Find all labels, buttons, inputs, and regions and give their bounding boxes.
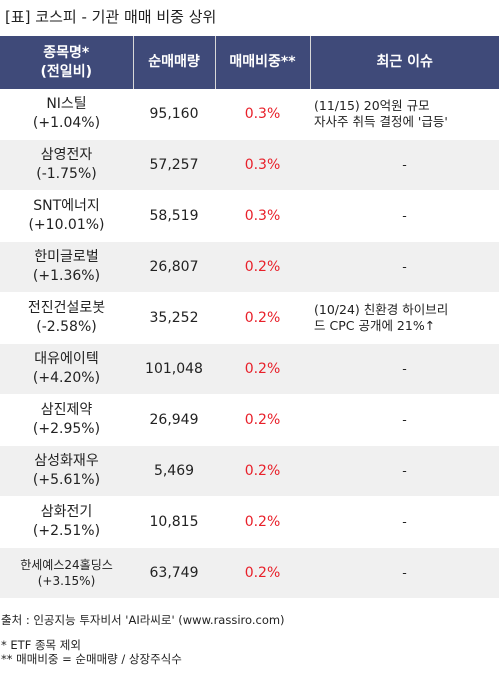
net-volume: 95,160 [133,89,215,140]
trade-ratio: 0.2% [215,445,310,497]
stock-cell: NI스틸 (+1.04%) [0,89,133,140]
trade-ratio: 0.2% [215,496,310,548]
net-volume: 57,257 [133,139,215,191]
stock-cell: 한세예스24홀딩스 (+3.15%) [0,547,133,599]
recent-issue: (11/15) 20억원 규모 자사주 취득 결정에 '급등' [310,89,499,140]
stock-name: 삼진제약 [40,402,93,418]
net-volume: 58,519 [133,190,215,242]
stock-name: 삼화전기 [40,504,93,520]
trade-ratio: 0.2% [215,394,310,446]
table-row: 삼진제약 (+2.95%) 26,949 0.2% - [0,394,499,446]
stock-name: NI스틸 [46,96,87,112]
stock-change: (-1.75%) [36,166,97,182]
issue-line: 드 CPC 공개에 21%↑ [314,318,436,333]
stock-cell: SNT에너지 (+10.01%) [0,190,133,242]
table-row: 전진건설로봇 (-2.58%) 35,252 0.2% (10/24) 친환경 … [0,292,499,344]
stock-cell: 전진건설로봇 (-2.58%) [0,292,133,344]
stock-change: (+3.15%) [37,574,96,588]
issue-line: (10/24) 친환경 하이브리 [314,302,449,317]
header-stock-name: 종목명* (전일비) [0,36,133,89]
stock-name: 대유에이텍 [34,351,99,367]
recent-issue: (10/24) 친환경 하이브리 드 CPC 공개에 21%↑ [310,292,499,344]
recent-issue: - [310,496,499,548]
header-trade-ratio: 매매비중** [214,36,310,89]
trade-ratio: 0.3% [215,89,310,140]
etf-footnote: * ETF 종목 제외 [1,638,81,652]
ratio-footnote: ** 매매비중 = 순매매량 / 상장주식수 [1,652,182,666]
source-note: 출처 : 인공지능 투자비서 'AI라씨로' (www.rassiro.com) [1,613,285,627]
stock-change: (+2.95%) [32,421,101,437]
net-volume: 101,048 [133,343,215,395]
stock-cell: 삼화전기 (+2.51%) [0,496,133,548]
table-title: [표] 코스피 - 기관 매매 비중 상위 [5,8,217,26]
recent-issue: - [310,394,499,446]
stock-name: SNT에너지 [33,198,100,214]
stock-name: 한세예스24홀딩스 [20,558,113,572]
trade-ratio: 0.2% [215,547,310,599]
recent-issue: - [310,139,499,191]
net-volume: 10,815 [133,496,215,548]
net-volume: 35,252 [133,292,215,344]
recent-issue: - [310,190,499,242]
trade-ratio: 0.3% [215,139,310,191]
net-volume: 26,807 [133,241,215,293]
institution-trading-table: 종목명* (전일비) 순매매량 매매비중** 최근 이슈 NI스틸 (+1.04… [0,36,499,599]
net-volume: 63,749 [133,547,215,599]
table-row: 삼영전자 (-1.75%) 57,257 0.3% - [0,139,499,191]
issue-line: 자사주 취득 결정에 '급등' [314,114,448,129]
trade-ratio: 0.2% [215,292,310,344]
recent-issue: - [310,343,499,395]
header-recent-issue: 최근 이슈 [309,36,499,89]
stock-cell: 삼진제약 (+2.95%) [0,394,133,446]
stock-cell: 대유에이텍 (+4.20%) [0,343,133,395]
stock-name: 삼성화재우 [34,453,99,469]
issue-line: (11/15) 20억원 규모 [314,98,430,113]
table-row: 대유에이텍 (+4.20%) 101,048 0.2% - [0,343,499,395]
stock-name: 한미글로벌 [34,249,99,265]
stock-change: (+5.61%) [32,472,101,488]
trade-ratio: 0.3% [215,190,310,242]
stock-name: 전진건설로봇 [27,300,106,316]
stock-cell: 삼영전자 (-1.75%) [0,139,133,191]
stock-change: (+10.01%) [28,217,105,233]
stock-change: (+4.20%) [32,370,101,386]
stock-change: (-2.58%) [36,319,97,335]
header-row: 종목명* (전일비) 순매매량 매매비중** 최근 이슈 [0,36,499,89]
stock-name: 삼영전자 [40,147,93,163]
table-row: 한세예스24홀딩스 (+3.15%) 63,749 0.2% - [0,547,499,599]
header-stock-name-line2: (전일비) [40,63,92,80]
header-stock-name-line1: 종목명* [43,44,90,61]
net-volume: 5,469 [133,445,215,497]
stock-cell: 삼성화재우 (+5.61%) [0,445,133,497]
stock-change: (+1.36%) [32,268,101,284]
table-row: SNT에너지 (+10.01%) 58,519 0.3% - [0,190,499,242]
recent-issue: - [310,547,499,599]
recent-issue: - [310,241,499,293]
net-volume: 26,949 [133,394,215,446]
stock-change: (+2.51%) [32,523,101,539]
table-row: 삼성화재우 (+5.61%) 5,469 0.2% - [0,445,499,497]
header-net-volume: 순매매량 [132,36,215,89]
recent-issue: - [310,445,499,497]
stock-change: (+1.04%) [32,115,101,131]
table-row: 한미글로벌 (+1.36%) 26,807 0.2% - [0,241,499,293]
table-row: 삼화전기 (+2.51%) 10,815 0.2% - [0,496,499,548]
trade-ratio: 0.2% [215,241,310,293]
table-row: NI스틸 (+1.04%) 95,160 0.3% (11/15) 20억원 규… [0,89,499,140]
trade-ratio: 0.2% [215,343,310,395]
stock-cell: 한미글로벌 (+1.36%) [0,241,133,293]
